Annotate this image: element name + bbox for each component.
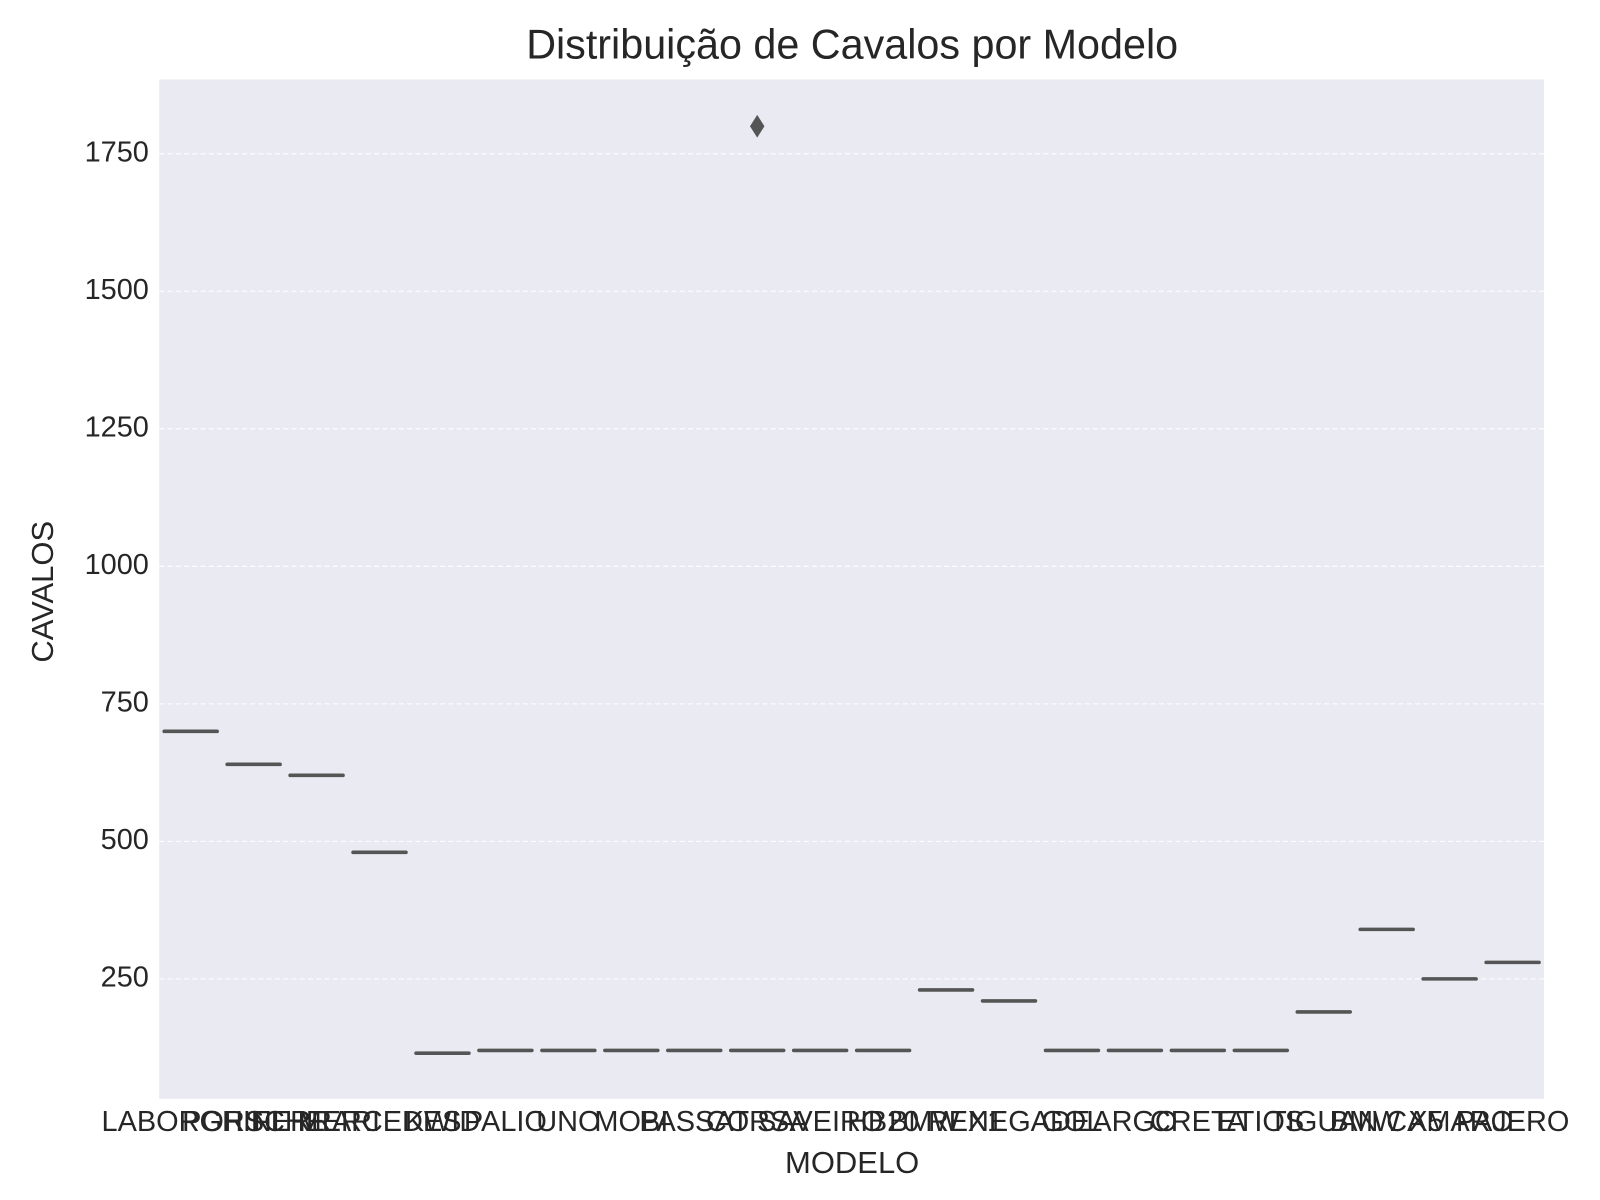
x-tick-label: CRETA [1150, 1106, 1247, 1138]
x-tick-label: MOBI [594, 1106, 668, 1138]
x-tick-label: BMW X5 [1330, 1106, 1444, 1138]
y-tick-label: 1500 [85, 274, 149, 306]
y-tick-label: 750 [101, 686, 149, 718]
x-tick-label: ARGO [1092, 1106, 1177, 1138]
x-tick-label: SAVEIRO [757, 1106, 883, 1138]
y-tick-label: 1000 [85, 549, 149, 581]
x-tick-label: FERRARI [253, 1106, 380, 1138]
x-tick-label: PAJERO [1456, 1106, 1570, 1138]
x-tick-label: PORSCHE [182, 1106, 325, 1138]
y-tick-label: 1750 [85, 136, 149, 168]
y-tick-label: 500 [101, 824, 149, 856]
x-tick-label: CAMARO [1386, 1106, 1513, 1138]
x-tick-label: BMW X1 [889, 1106, 1003, 1138]
chart-title: Distribuição de Cavalos por Modelo [526, 21, 1178, 67]
x-tick-label: TIGUAN [1269, 1106, 1378, 1138]
x-tick-label: LABORGHINI [102, 1106, 280, 1138]
plot-area [159, 79, 1545, 1099]
x-tick-label: PALIO [464, 1106, 547, 1138]
x-tick-label: ETIOS [1217, 1106, 1304, 1138]
y-axis-label: CAVALOS [25, 521, 60, 663]
x-tick-label: MERCEDES [298, 1106, 462, 1138]
x-tick-label: UNO [536, 1106, 600, 1138]
x-tick-label: RENEGADE [928, 1106, 1090, 1138]
y-tick-label: 250 [101, 962, 149, 994]
x-tick-label: KWID [405, 1106, 480, 1138]
x-tick-label: GOL [1041, 1106, 1102, 1138]
x-axis-label: MODELO [785, 1145, 919, 1180]
x-tick-label: CORSA [706, 1106, 810, 1138]
x-tick-label: PASSAT [639, 1106, 749, 1138]
x-tick-label: HB20 [847, 1106, 919, 1138]
y-tick-label: 1250 [85, 411, 149, 443]
